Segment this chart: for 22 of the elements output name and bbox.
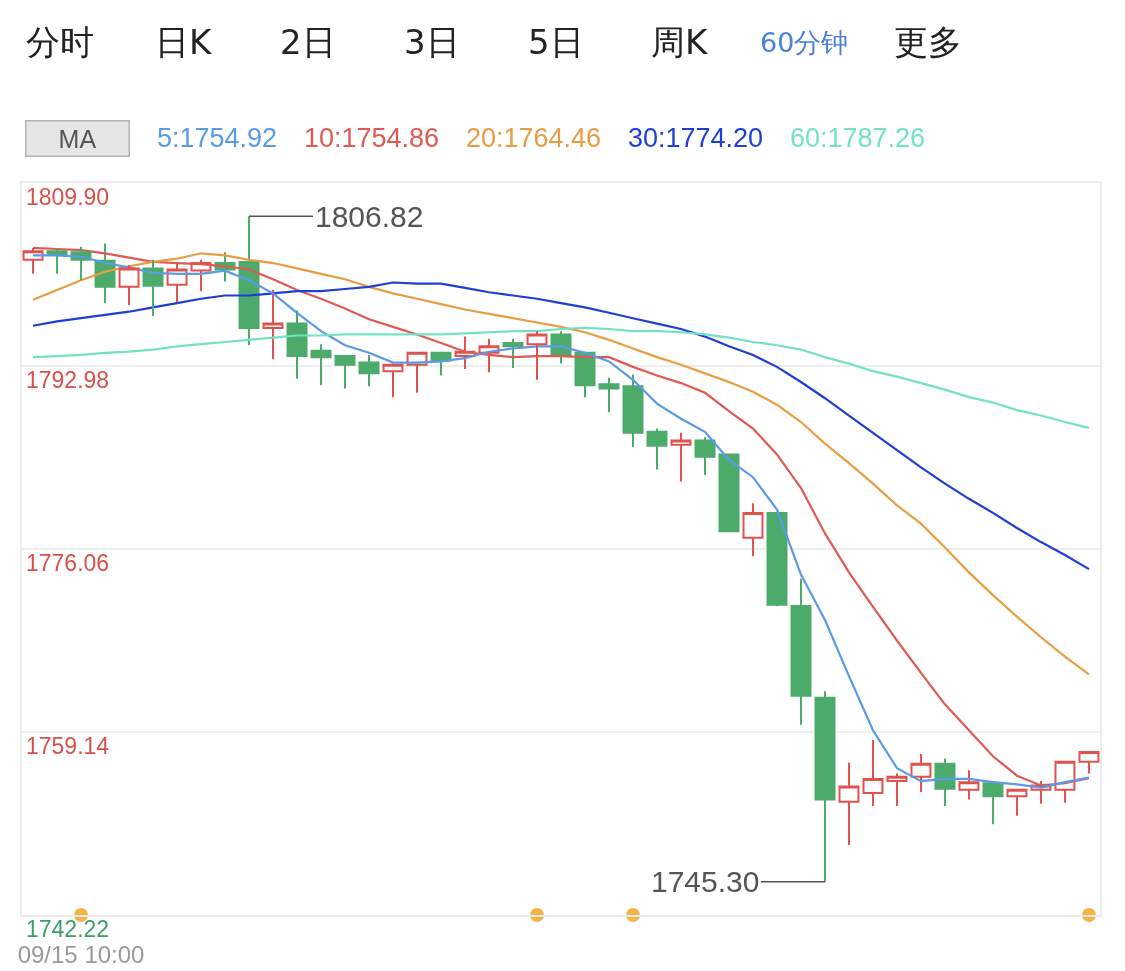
text: 周K bbox=[651, 22, 709, 62]
text: 日K bbox=[155, 22, 213, 62]
text: 20:1764.46 bbox=[466, 123, 602, 153]
text: 5:1754.92 bbox=[157, 123, 278, 153]
text: 更多 bbox=[894, 22, 962, 62]
text: 10:1754.86 bbox=[304, 123, 440, 153]
text: 60分钟 bbox=[760, 27, 849, 58]
text: 5日 bbox=[528, 22, 584, 62]
y-tick-label: 1776.06 bbox=[26, 550, 110, 577]
y-tick-label: 1759.14 bbox=[26, 733, 110, 760]
y-tick-label: 1742.22 bbox=[26, 916, 110, 943]
y-tick-label: 1792.98 bbox=[26, 367, 110, 394]
x-tick-label: 09/15 10:00 bbox=[17, 940, 145, 968]
text: 60:1787.26 bbox=[790, 123, 926, 153]
legend-title: MA bbox=[58, 124, 97, 153]
annotation: 1745.30 bbox=[651, 865, 760, 898]
text: 30:1774.20 bbox=[628, 123, 764, 153]
text: 3日 bbox=[404, 22, 460, 62]
text: 2日 bbox=[280, 22, 336, 62]
text: 分时 bbox=[26, 22, 94, 62]
annotation: 1806.82 bbox=[315, 200, 424, 233]
y-tick-label: 1809.90 bbox=[26, 184, 110, 211]
